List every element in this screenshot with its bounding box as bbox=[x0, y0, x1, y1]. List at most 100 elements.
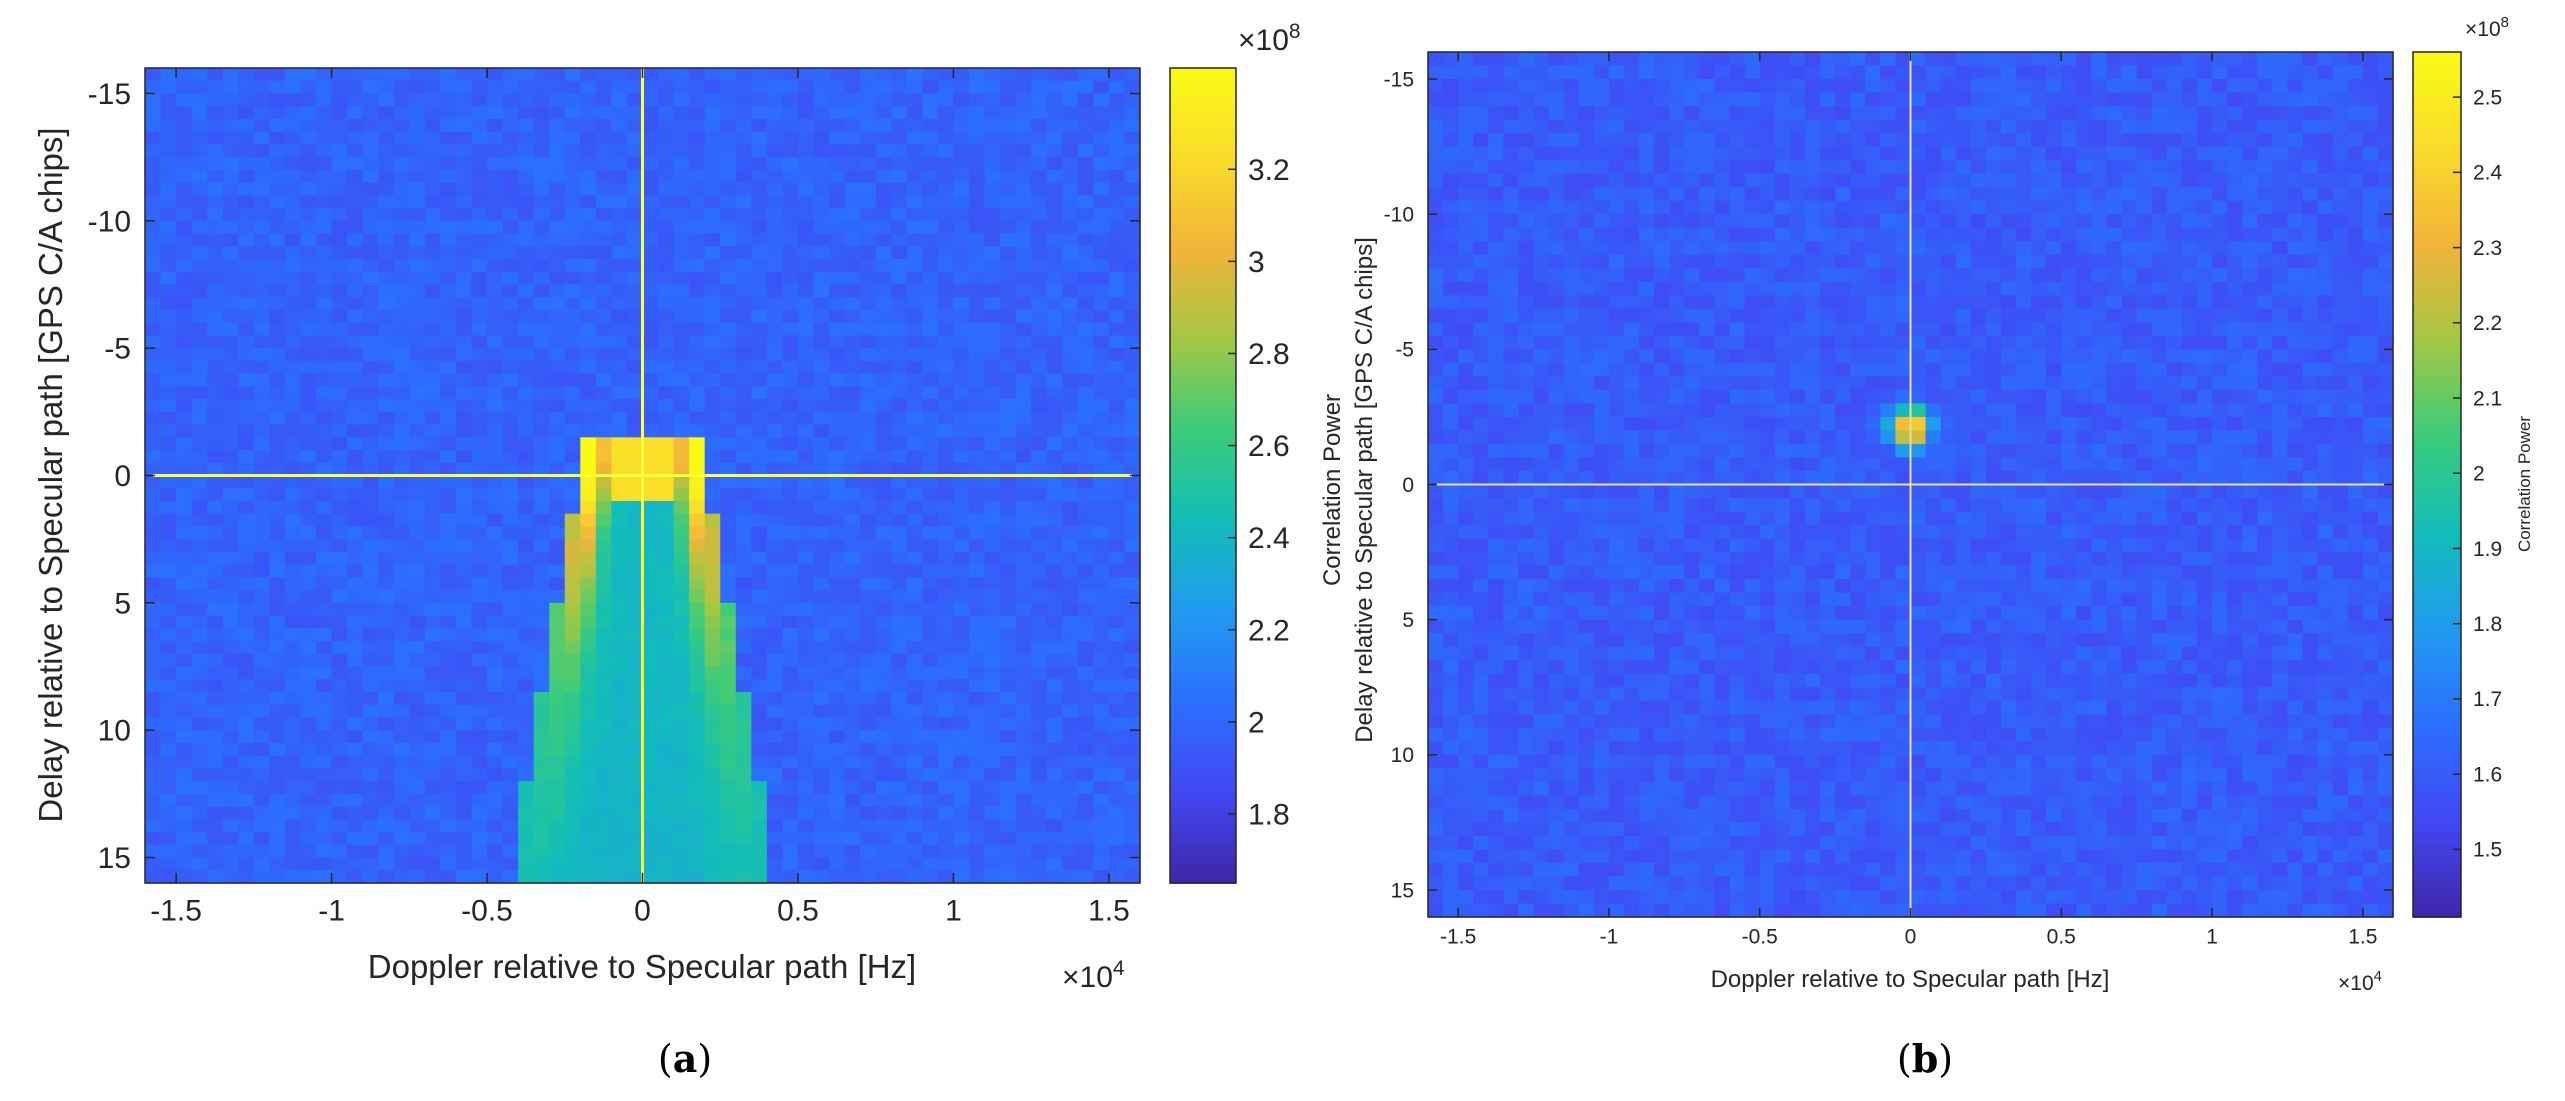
x-tick-label: 1 bbox=[945, 895, 962, 928]
heatmap-cell bbox=[378, 679, 395, 693]
heatmap-cell bbox=[191, 641, 208, 655]
heatmap-cell bbox=[1548, 160, 1565, 175]
heatmap-cell bbox=[797, 220, 815, 235]
heatmap-cell bbox=[595, 844, 613, 859]
heatmap-cell bbox=[1895, 65, 1912, 80]
heatmap-cell bbox=[860, 793, 877, 808]
heatmap-cell bbox=[751, 271, 768, 286]
heatmap-cell bbox=[2091, 146, 2108, 161]
heatmap-cell bbox=[704, 844, 721, 859]
heatmap-cell bbox=[1789, 92, 1806, 107]
heatmap-cell bbox=[689, 437, 706, 451]
heatmap-cell bbox=[1093, 271, 1110, 286]
heatmap-cell bbox=[735, 195, 752, 209]
heatmap-cell bbox=[1077, 437, 1094, 451]
heatmap-cell bbox=[1015, 768, 1032, 782]
heatmap-cell bbox=[875, 68, 892, 82]
heatmap-cell bbox=[704, 220, 721, 235]
heatmap-cell bbox=[891, 793, 908, 808]
heatmap-cell bbox=[238, 195, 255, 209]
heatmap-cell bbox=[1503, 160, 1520, 175]
heatmap-cell bbox=[145, 742, 162, 757]
heatmap-cell bbox=[1108, 704, 1126, 719]
heatmap-cell bbox=[347, 679, 364, 693]
heatmap-cell bbox=[409, 195, 426, 209]
heatmap-cell bbox=[642, 106, 659, 120]
heatmap-cell bbox=[1669, 146, 1685, 161]
heatmap-cell bbox=[735, 679, 752, 693]
heatmap-cell bbox=[829, 335, 846, 349]
colorbar-segment bbox=[1170, 828, 1236, 837]
heatmap-cell bbox=[378, 437, 395, 451]
heatmap-cell bbox=[891, 450, 908, 464]
heatmap-cell bbox=[595, 437, 613, 451]
heatmap-cell bbox=[253, 322, 270, 337]
heatmap-cell bbox=[533, 297, 550, 311]
heatmap-cell bbox=[2166, 106, 2183, 121]
heatmap-cell bbox=[1804, 119, 1821, 134]
heatmap-cell bbox=[1124, 259, 1141, 273]
heatmap-cell bbox=[953, 297, 970, 311]
heatmap-cell bbox=[176, 246, 193, 260]
heatmap-cell bbox=[1000, 386, 1017, 400]
heatmap-cell bbox=[642, 220, 659, 235]
heatmap-cell bbox=[2257, 146, 2273, 161]
heatmap-cell bbox=[1077, 424, 1094, 438]
heatmap-cell bbox=[471, 169, 488, 184]
heatmap-cell bbox=[502, 819, 519, 833]
heatmap-cell bbox=[533, 730, 550, 744]
heatmap-cell bbox=[860, 653, 877, 668]
heatmap-cell bbox=[875, 781, 892, 795]
heatmap-cell bbox=[1077, 691, 1094, 706]
heatmap-cell bbox=[378, 399, 395, 413]
heatmap-cell bbox=[2046, 173, 2062, 188]
heatmap-cell bbox=[766, 182, 784, 196]
heatmap-cell bbox=[393, 284, 410, 298]
heatmap-cell bbox=[222, 335, 239, 349]
heatmap-cell bbox=[1548, 173, 1565, 188]
heatmap-cell bbox=[829, 628, 846, 642]
heatmap-cell bbox=[1000, 309, 1017, 324]
heatmap-cell bbox=[797, 717, 815, 731]
heatmap-cell bbox=[518, 144, 535, 158]
heatmap-cell bbox=[1108, 475, 1126, 489]
heatmap-cell bbox=[1124, 704, 1141, 719]
heatmap-cell bbox=[564, 144, 581, 158]
heatmap-cell bbox=[766, 373, 784, 387]
heatmap-cell bbox=[1031, 80, 1048, 95]
heatmap-cell bbox=[1031, 259, 1048, 273]
heatmap-cell bbox=[145, 335, 162, 349]
heatmap-cell bbox=[1654, 173, 1670, 188]
heatmap-cell bbox=[2302, 79, 2319, 94]
heatmap-cell bbox=[222, 118, 239, 133]
heatmap-cell bbox=[300, 844, 317, 859]
heatmap-cell bbox=[145, 195, 162, 209]
heatmap-cell bbox=[673, 80, 690, 95]
heatmap-cell bbox=[720, 118, 737, 133]
heatmap-cell bbox=[984, 373, 1001, 387]
heatmap-cell bbox=[222, 437, 239, 451]
heatmap-cell bbox=[1046, 679, 1063, 693]
heatmap-cell bbox=[222, 539, 239, 553]
heatmap-cell bbox=[502, 157, 519, 171]
heatmap-cell bbox=[362, 666, 379, 680]
heatmap-cell bbox=[1443, 119, 1459, 134]
heatmap-cell bbox=[238, 564, 255, 578]
heatmap-cell bbox=[440, 259, 457, 273]
heatmap-cell bbox=[735, 271, 752, 286]
heatmap-cell bbox=[937, 373, 955, 387]
heatmap-cell bbox=[673, 513, 690, 528]
heatmap-cell bbox=[1077, 564, 1094, 578]
heatmap-cell bbox=[331, 590, 348, 604]
heatmap-cell bbox=[1062, 284, 1079, 298]
heatmap-cell bbox=[238, 628, 255, 642]
heatmap-cell bbox=[316, 500, 333, 515]
heatmap-cell bbox=[626, 539, 644, 553]
heatmap-cell bbox=[1578, 79, 1595, 94]
heatmap-cell bbox=[1774, 133, 1791, 148]
heatmap-cell bbox=[782, 233, 799, 247]
heatmap-cell bbox=[564, 386, 581, 400]
heatmap-cell bbox=[704, 857, 721, 871]
heatmap-cell bbox=[207, 106, 224, 120]
heatmap-cell bbox=[658, 131, 675, 145]
